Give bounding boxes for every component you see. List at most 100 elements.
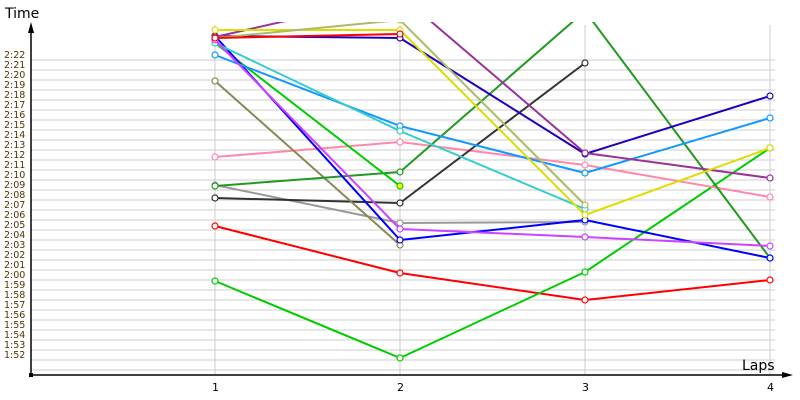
series-line-segment	[591, 22, 771, 259]
data-point[interactable]	[766, 92, 774, 100]
data-point[interactable]	[211, 194, 219, 202]
y-tick-label: 2:13	[4, 140, 25, 151]
series-line-segment	[214, 39, 401, 230]
series-line-segment	[214, 35, 401, 241]
data-point[interactable]	[396, 225, 404, 233]
series-13	[211, 36, 774, 250]
series-line-segment	[214, 22, 390, 39]
data-point[interactable]	[581, 296, 589, 304]
y-tick-label: 2:07	[4, 200, 25, 211]
y-tick-label: 2:17	[4, 100, 25, 111]
data-point[interactable]	[396, 30, 404, 38]
y-tick-label: 1:52	[4, 350, 25, 361]
data-point[interactable]	[581, 149, 589, 157]
series-line-segment	[399, 228, 586, 238]
y-tick-label: 2:22	[4, 50, 25, 61]
data-point[interactable]	[396, 269, 404, 277]
series-1	[211, 222, 774, 304]
series-line-segment	[399, 221, 586, 224]
y-tick-label: 2:09	[4, 180, 25, 191]
data-point[interactable]	[396, 236, 404, 244]
y-tick-label: 2:19	[4, 80, 25, 91]
data-point[interactable]	[397, 17, 403, 24]
data-point[interactable]	[766, 174, 774, 182]
data-point[interactable]	[211, 182, 219, 190]
data-point[interactable]	[396, 168, 404, 176]
series-line-segment	[584, 219, 771, 259]
data-point[interactable]	[581, 268, 589, 276]
series-line-segment	[214, 141, 401, 158]
y-tick-label: 2:18	[4, 90, 25, 101]
data-point[interactable]	[766, 254, 774, 262]
series-line-segment	[399, 271, 586, 359]
data-point[interactable]	[396, 354, 404, 362]
data-point[interactable]	[396, 182, 404, 190]
y-tick-label: 2:08	[4, 190, 25, 201]
data-point[interactable]	[211, 153, 219, 161]
series-line-segment	[214, 80, 401, 246]
data-point[interactable]	[766, 144, 774, 152]
data-point[interactable]	[396, 219, 404, 227]
series-line-segment	[584, 117, 771, 174]
series-17	[211, 30, 404, 42]
y-tick-label: 2:06	[4, 210, 25, 221]
y-tick-label: 2:11	[4, 160, 25, 171]
data-point[interactable]	[766, 276, 774, 284]
data-point[interactable]	[582, 8, 588, 14]
series-line-segment	[214, 33, 401, 39]
series-line-segment	[430, 22, 586, 154]
data-point[interactable]	[211, 26, 219, 34]
y-tick-label: 1:54	[4, 330, 25, 341]
series-line-segment	[399, 130, 586, 210]
series-line-segment	[399, 29, 586, 216]
data-point[interactable]	[211, 34, 219, 42]
data-point[interactable]	[766, 242, 774, 250]
data-point[interactable]	[581, 59, 589, 67]
data-point[interactable]	[211, 277, 219, 285]
data-point[interactable]	[581, 161, 589, 169]
series-line-segment	[584, 236, 771, 247]
data-point[interactable]	[396, 138, 404, 146]
data-point[interactable]	[211, 77, 219, 85]
series-line-segment	[214, 225, 401, 274]
series-line-segment	[584, 152, 771, 179]
series-line-segment	[214, 42, 401, 132]
series-12	[211, 39, 589, 213]
series-9	[211, 32, 774, 262]
series-11	[211, 51, 774, 177]
data-point[interactable]	[766, 193, 774, 201]
y-tick-label: 1:59	[4, 280, 25, 291]
series-line-segment	[399, 22, 574, 173]
y-tick-label: 2:04	[4, 230, 25, 241]
data-point[interactable]	[396, 199, 404, 207]
y-tick-label: 2:16	[4, 110, 25, 121]
data-point[interactable]	[396, 127, 404, 135]
series-line-segment	[399, 37, 586, 155]
y-tick-label: 2:02	[4, 250, 25, 261]
x-tick-label: 3	[582, 381, 589, 394]
data-point[interactable]	[211, 51, 219, 59]
series-line-segment	[214, 171, 401, 187]
data-point[interactable]	[581, 233, 589, 241]
y-tick-label: 2:10	[4, 170, 25, 181]
data-point[interactable]	[581, 201, 589, 209]
data-point[interactable]	[581, 211, 589, 219]
y-tick-label: 2:03	[4, 240, 25, 251]
series-line-segment	[399, 272, 586, 301]
series-line-segment	[400, 22, 586, 206]
data-point[interactable]	[766, 114, 774, 122]
data-point[interactable]	[581, 169, 589, 177]
y-axis-title: Time	[4, 6, 39, 22]
y-tick-label: 2:12	[4, 150, 25, 161]
series-group	[211, 8, 774, 362]
y-tick-label: 2:21	[4, 60, 25, 71]
y-tick-label: 2:01	[4, 260, 25, 271]
data-point[interactable]	[211, 222, 219, 230]
y-tick-label: 1:57	[4, 300, 25, 311]
x-tick-label: 4	[767, 381, 774, 394]
origin-marker	[29, 373, 33, 377]
series-line-segment	[214, 22, 286, 38]
series-6	[211, 77, 404, 249]
series-15	[211, 26, 774, 219]
y-tick-label: 1:53	[4, 340, 25, 351]
